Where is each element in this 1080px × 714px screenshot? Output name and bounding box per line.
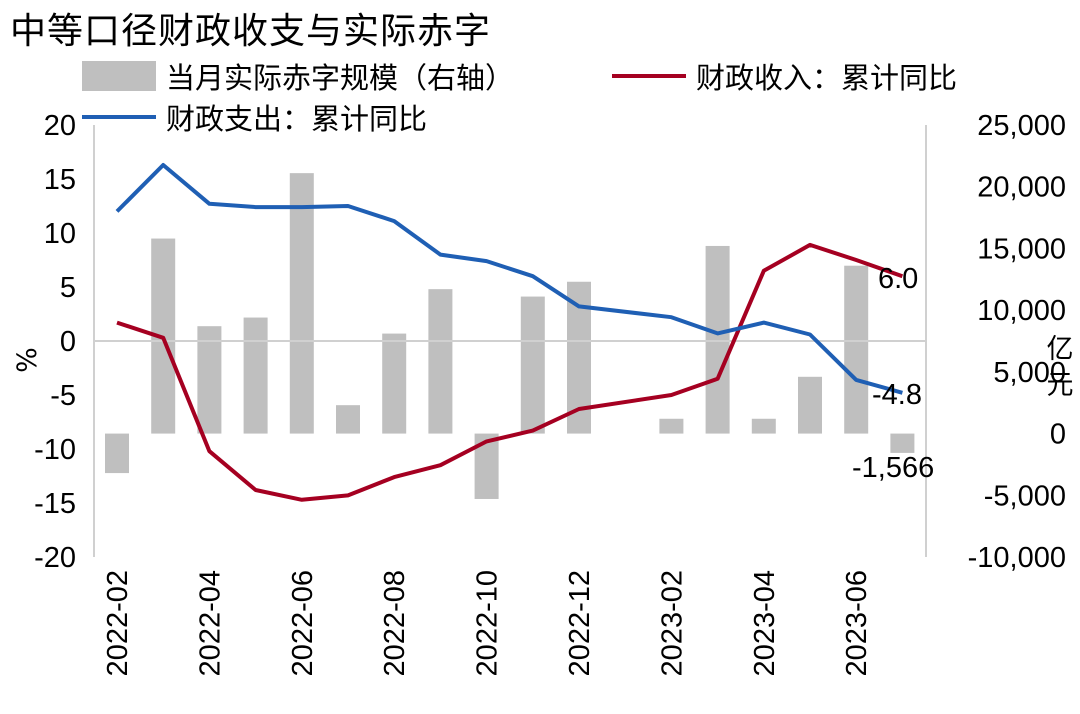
expenditure-line (115, 163, 903, 395)
legend-expenditure: 财政支出：累计同比 (82, 96, 427, 138)
right-tick-label: 25,000 (977, 110, 1066, 142)
right-tick-label: 15,000 (977, 233, 1066, 265)
deficit-bar-2023-04 (751, 418, 776, 434)
x-tick-label: 2022-10 (472, 570, 504, 676)
left-tick-label: 15 (44, 164, 76, 196)
expenditure-last-label: -4.8 (872, 379, 922, 411)
deficit-bar-2022-09 (428, 289, 453, 434)
deficit-bar-2022-04 (197, 326, 222, 434)
x-tick-label: 2023-04 (749, 570, 781, 676)
chart-title: 中等口径财政收支与实际赤字 (10, 11, 492, 52)
left-tick-label: 5 (60, 272, 76, 304)
right-axis-unit-2: 元 (1047, 370, 1074, 401)
deficit-last-label: -1,566 (852, 452, 934, 484)
left-tick-label: -5 (50, 380, 76, 412)
right-tick-label: -10,000 (968, 542, 1066, 574)
right-tick-label: 10,000 (977, 295, 1066, 327)
legend-bar-label: 当月实际赤字规模（右轴） (166, 61, 515, 95)
x-tick-label: 2023-02 (656, 570, 688, 676)
deficit-bar-2022-07 (336, 405, 360, 434)
x-tick-label: 2023-06 (841, 570, 873, 676)
deficit-bar-2022-06 (289, 173, 314, 434)
x-tick-label: 2022-12 (564, 570, 596, 676)
right-axis-ticks: 25,000 20,000 15,000 10,000 5,000 0 -5,000 -10,… (968, 110, 1066, 574)
deficit-bar-2022-08 (382, 333, 407, 434)
right-tick-label: 0 (1050, 419, 1066, 451)
axis-lines (93, 125, 927, 557)
x-axis-ticks: 2022-02 2022-04 2022-06 2022-08 2022-10 2022-… (102, 570, 873, 676)
x-tick-label: 2022-02 (102, 570, 134, 676)
deficit-bars (105, 173, 915, 499)
right-axis-unit-1: 亿 (1047, 334, 1074, 365)
legend-expenditure-label: 财政支出：累计同比 (166, 102, 428, 136)
left-tick-label: 0 (60, 326, 76, 358)
legend-bar-swatch (82, 61, 156, 91)
deficit-bar-2022-11 (520, 296, 545, 434)
revenue-last-label: 6.0 (878, 263, 918, 295)
revenue-line (116, 242, 904, 502)
x-tick-label: 2022-06 (287, 570, 319, 676)
legend-revenue-label: 财政收入：累计同比 (696, 61, 958, 95)
legend-revenue: 财政收入：累计同比 (612, 55, 957, 97)
deficit-bar-2023-05 (798, 376, 822, 434)
x-tick-label: 2022-04 (194, 570, 226, 676)
right-tick-label: 20,000 (977, 172, 1066, 204)
deficit-bar-2023-02 (659, 418, 684, 434)
deficit-bar-2023-06 (844, 265, 869, 434)
left-tick-label: -10 (34, 434, 76, 466)
legend-revenue-swatch (612, 74, 686, 78)
x-tick-label: 2022-08 (379, 570, 411, 676)
left-axis-unit: % (12, 347, 43, 373)
left-tick-label: 20 (44, 110, 76, 142)
legend-expenditure-swatch (82, 115, 156, 119)
right-tick-label: -5,000 (984, 480, 1066, 512)
left-tick-label: 10 (44, 218, 76, 250)
right-tick-label: 5,000 (993, 357, 1066, 389)
legend-deficit: 当月实际赤字规模（右轴） (82, 55, 514, 97)
deficit-bar-2022-02 (105, 433, 129, 474)
left-tick-label: -20 (34, 542, 76, 574)
deficit-bar-2022-05 (243, 317, 268, 434)
deficit-bar-2023-03 (705, 245, 730, 434)
left-tick-label: -15 (34, 488, 76, 520)
deficit-bar-2023-07 (890, 433, 915, 453)
left-axis-ticks: 20 15 10 5 0 -5 -10 -15 -20 (34, 110, 76, 574)
series-lines (115, 163, 904, 502)
